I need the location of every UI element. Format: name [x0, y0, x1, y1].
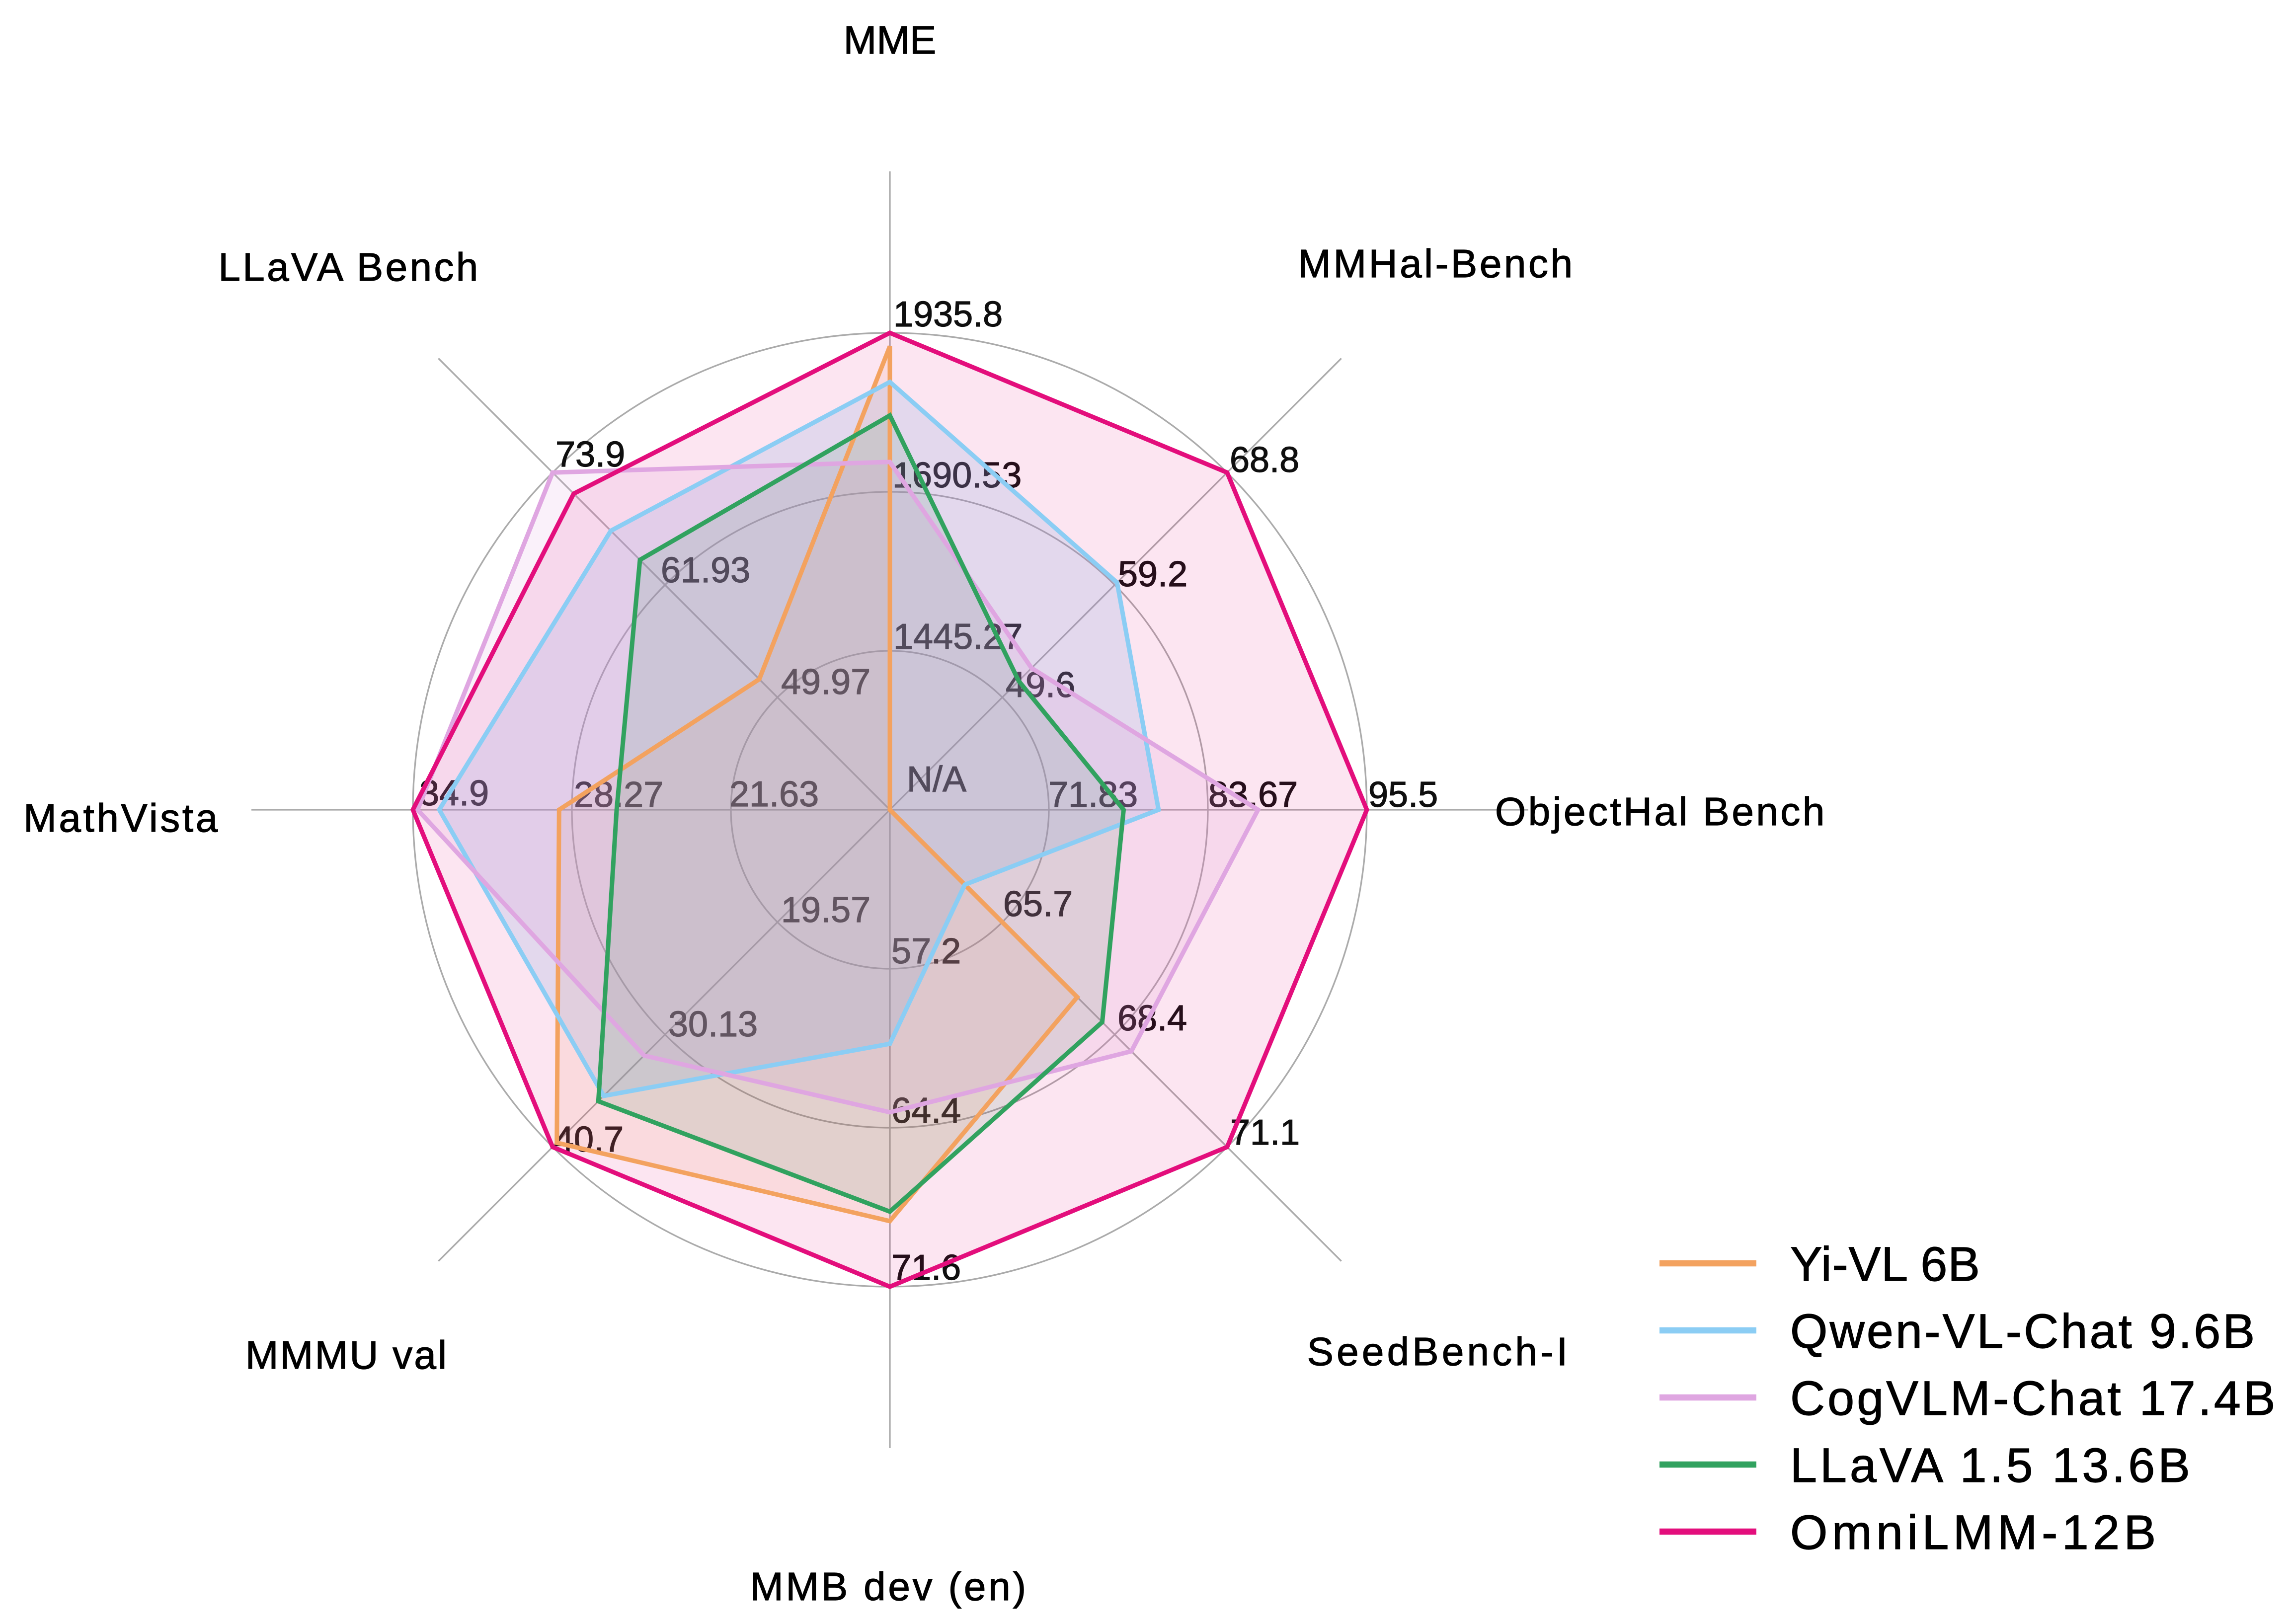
svg-text:OmniLMM-12B: OmniLMM-12B	[1790, 1505, 2160, 1559]
svg-text:MMHal-Bench: MMHal-Bench	[1298, 241, 1575, 286]
svg-text:MMB dev (en): MMB dev (en)	[750, 1564, 1028, 1609]
svg-text:19.57: 19.57	[781, 890, 870, 930]
svg-text:MMMU val: MMMU val	[245, 1333, 449, 1377]
svg-text:30.13: 30.13	[668, 1005, 758, 1044]
svg-text:68.4: 68.4	[1117, 999, 1187, 1038]
svg-text:49.6: 49.6	[1006, 665, 1075, 705]
svg-text:1935.8: 1935.8	[893, 295, 1003, 334]
svg-text:65.7: 65.7	[1003, 884, 1073, 924]
svg-text:N/A: N/A	[907, 760, 966, 799]
svg-text:Yi-VL 6B: Yi-VL 6B	[1790, 1237, 1980, 1291]
svg-text:ObjectHal Bench: ObjectHal Bench	[1495, 789, 1827, 834]
svg-text:49.97: 49.97	[781, 662, 870, 702]
svg-text:73.9: 73.9	[555, 435, 625, 474]
svg-text:SeedBench-I: SeedBench-I	[1307, 1329, 1571, 1374]
svg-text:LLaVA 1.5 13.6B: LLaVA 1.5 13.6B	[1790, 1438, 2193, 1492]
svg-text:59.2: 59.2	[1118, 554, 1187, 594]
svg-text:MME: MME	[844, 18, 937, 62]
svg-text:21.63: 21.63	[729, 774, 819, 814]
svg-text:61.93: 61.93	[661, 550, 750, 590]
svg-text:68.8: 68.8	[1230, 440, 1299, 480]
svg-text:LLaVA Bench: LLaVA Bench	[218, 245, 480, 289]
svg-text:CogVLM-Chat 17.4B: CogVLM-Chat 17.4B	[1790, 1371, 2278, 1425]
svg-text:MathVista: MathVista	[23, 796, 220, 840]
svg-text:Qwen-VL-Chat 9.6B: Qwen-VL-Chat 9.6B	[1790, 1304, 2257, 1358]
svg-text:71.1: 71.1	[1230, 1113, 1300, 1153]
svg-text:95.5: 95.5	[1368, 775, 1438, 815]
